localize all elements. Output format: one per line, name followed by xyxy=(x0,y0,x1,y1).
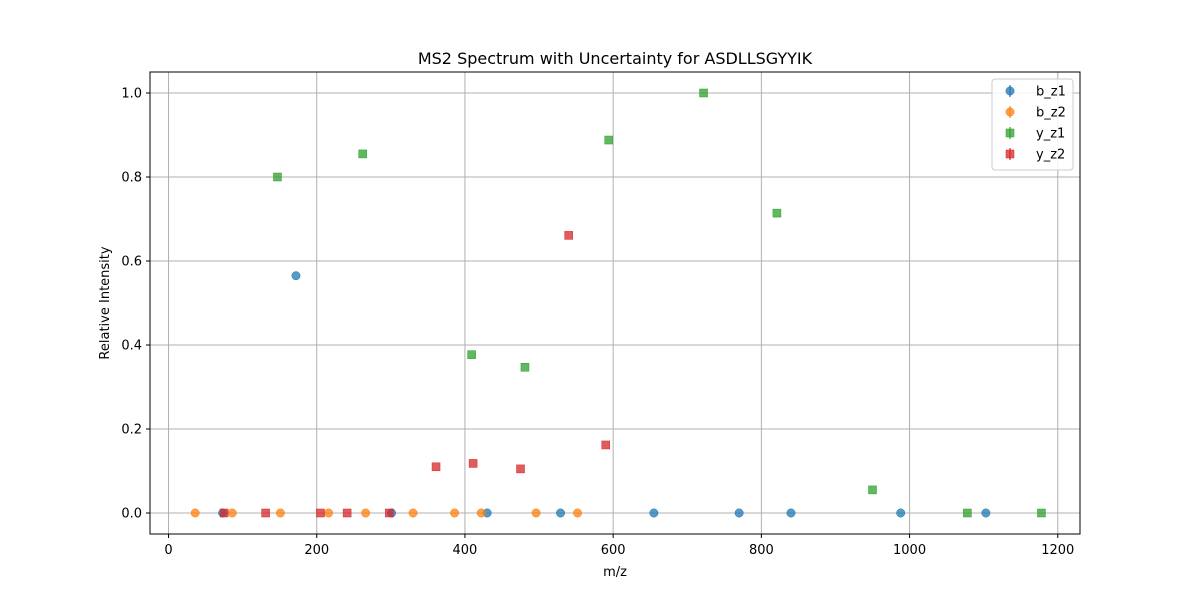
data-point-b-z2 xyxy=(275,508,285,518)
data-point-y-z1 xyxy=(868,485,877,495)
y-tick-label: 0.8 xyxy=(121,171,142,186)
legend-marker-b-z1 xyxy=(1005,86,1015,96)
legend-marker-y-z2 xyxy=(1005,149,1015,159)
data-point-b-z2 xyxy=(361,508,371,518)
data-point-b-z2 xyxy=(476,508,486,518)
data-point-y-z2 xyxy=(385,508,394,518)
data-point-y-z2 xyxy=(564,231,573,240)
legend: b_z1 b_z2 y_z1 y_z2 xyxy=(991,78,1074,171)
data-point-y-z1 xyxy=(699,88,708,98)
legend-marker-y-z1 xyxy=(1005,128,1015,138)
data-point-b-z1 xyxy=(649,508,659,518)
data-point-y-z2 xyxy=(316,508,325,518)
data-point-y-z1 xyxy=(963,508,972,518)
axis-ticks: 0 200 400 600 800 1000 1200 0.0 0.2 0.4 0.6 0.8 1.0 xyxy=(121,87,1074,559)
data-point-y-z1 xyxy=(273,172,282,182)
y-tick-label: 0.2 xyxy=(121,423,142,438)
legend-box xyxy=(991,78,1074,171)
data-point-y-z1 xyxy=(520,363,530,372)
data-point-y-z2 xyxy=(431,462,441,472)
y-tick-label: 0.4 xyxy=(121,339,142,354)
data-point-b-z1 xyxy=(556,508,565,518)
data-point-y-z2 xyxy=(468,459,478,468)
data-point-b-z1 xyxy=(734,508,744,518)
data-point-y-z2 xyxy=(516,464,525,474)
data-point-y-z1 xyxy=(1037,508,1046,518)
data-point-b-z1 xyxy=(981,508,991,518)
data-point-y-z2 xyxy=(601,440,610,450)
data-point-b-z2 xyxy=(531,508,541,518)
data-point-y-z1 xyxy=(772,208,782,218)
data-point-b-z2 xyxy=(573,508,583,518)
plot-area-frame xyxy=(149,71,1081,535)
y-tick-label: 1.0 xyxy=(121,87,142,102)
legend-marker-b-z2 xyxy=(1005,107,1015,117)
chart-title: MS2 Spectrum with Uncertainty for ASDLLS… xyxy=(418,49,813,68)
data-point-y-z1 xyxy=(467,350,476,359)
x-tick-label: 800 xyxy=(749,543,774,558)
x-tick-label: 200 xyxy=(304,543,329,558)
data-point-b-z1 xyxy=(291,271,301,281)
x-tick-label: 400 xyxy=(453,543,478,558)
y-tick-label: 0.6 xyxy=(121,255,142,270)
data-point-b-z1 xyxy=(896,508,906,518)
x-axis-label: m/z xyxy=(603,565,627,580)
data-point-b-z2 xyxy=(227,508,237,518)
data-point-b-z2 xyxy=(190,508,200,518)
data-point-b-z1 xyxy=(786,508,796,518)
x-tick-label: 0 xyxy=(164,543,172,558)
legend-label: y_z1 xyxy=(1036,127,1065,142)
data-point-y-z1 xyxy=(358,149,367,159)
data-point-y-z2 xyxy=(261,508,270,518)
data-point-y-z2 xyxy=(342,508,352,518)
legend-label: b_z2 xyxy=(1036,106,1066,121)
data-point-y-z2 xyxy=(219,508,229,518)
legend-label: y_z2 xyxy=(1036,148,1065,163)
data-points xyxy=(190,88,1046,518)
grid-lines xyxy=(150,72,1080,534)
x-tick-label: 600 xyxy=(601,543,626,558)
data-point-b-z2 xyxy=(450,508,460,518)
data-point-y-z1 xyxy=(604,135,613,145)
x-tick-label: 1000 xyxy=(893,543,926,558)
x-tick-label: 1200 xyxy=(1041,543,1074,558)
y-tick-label: 0.0 xyxy=(121,507,142,522)
data-point-b-z2 xyxy=(324,508,334,518)
data-point-b-z2 xyxy=(408,508,418,518)
y-axis-label: Relative Intensity xyxy=(98,246,113,359)
legend-label: b_z1 xyxy=(1036,85,1066,100)
